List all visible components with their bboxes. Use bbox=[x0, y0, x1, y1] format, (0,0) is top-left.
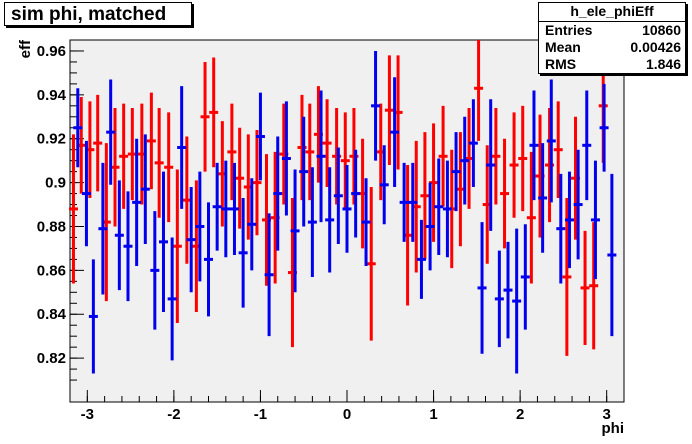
y-tick-label: 0.9 bbox=[45, 175, 66, 192]
stats-row-entries: Entries 10860 bbox=[539, 22, 685, 39]
stats-value: 10860 bbox=[642, 22, 681, 38]
stats-histogram-name: h_ele_phiEff bbox=[539, 3, 685, 22]
x-tick-label: 1 bbox=[429, 406, 437, 423]
x-tick-label: -1 bbox=[254, 406, 267, 423]
series-group bbox=[73, 50, 617, 374]
stats-value: 0.00426 bbox=[630, 39, 681, 55]
y-tick-label: 0.94 bbox=[37, 87, 67, 104]
x-tick-label: 0 bbox=[343, 406, 351, 423]
x-tick-label: 2 bbox=[516, 406, 524, 423]
y-tick-label: 0.96 bbox=[37, 43, 66, 60]
y-tick-label: 0.88 bbox=[37, 218, 66, 235]
stats-label: RMS bbox=[545, 56, 577, 72]
stats-row-mean: Mean 0.00426 bbox=[539, 39, 685, 56]
y-tick-label: 0.86 bbox=[37, 262, 66, 279]
stats-row-rms: RMS 1.846 bbox=[539, 56, 685, 73]
y-axis-label: eff bbox=[17, 39, 34, 58]
stats-value: 1.846 bbox=[645, 56, 681, 72]
x-tick-label: -3 bbox=[81, 406, 94, 423]
marks-layer bbox=[68, 40, 617, 374]
plot-title: sim phi, matched bbox=[4, 2, 192, 26]
x-tick-label: 3 bbox=[603, 406, 611, 423]
stats-label: Entries bbox=[545, 22, 593, 38]
y-tick-label: 0.82 bbox=[37, 350, 66, 367]
x-axis-label: phi bbox=[602, 420, 625, 437]
y-tick-label: 0.92 bbox=[37, 131, 66, 148]
y-tick-label: 0.84 bbox=[37, 306, 67, 323]
stats-box: h_ele_phiEff Entries 10860 Mean 0.00426 … bbox=[538, 2, 686, 74]
stats-label: Mean bbox=[545, 39, 581, 55]
x-tick-label: -2 bbox=[167, 406, 180, 423]
